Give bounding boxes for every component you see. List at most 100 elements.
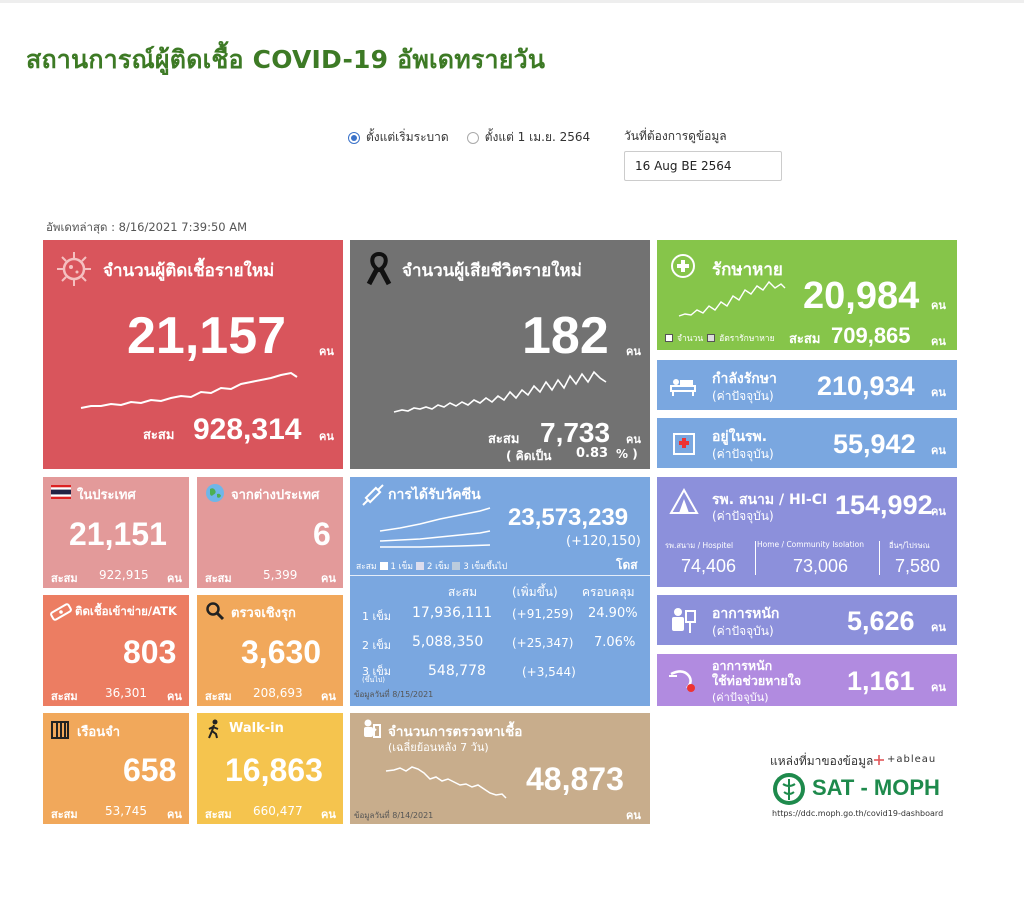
syringe-icon (362, 484, 384, 506)
legend-count-label: จำนวน (677, 334, 704, 344)
thai-flag-icon (51, 485, 71, 499)
recovered-label: รักษาหาย (712, 260, 783, 280)
severe-tile: อาการหนัก (ค่าปัจจุบัน) 5,626 คน (657, 595, 957, 645)
radio-unselected-icon[interactable] (466, 131, 479, 144)
in-treatment-label: กำลังรักษา (712, 371, 777, 387)
prison-label: เรือนจำ (77, 725, 121, 740)
prison-cum-value: 53,745 (105, 804, 147, 818)
ventilator-icon (669, 670, 695, 692)
field-col1-label: รพ.สนาม / Hospitel (665, 541, 734, 550)
radio-since-outbreak-label: ตั้งแต่เริ่มระบาด (366, 130, 449, 144)
lab-test-icon (364, 719, 381, 738)
vaccine-note: ข้อมูลวันที่ 8/15/2021 (354, 690, 434, 699)
in-hospital-value: 55,942 (833, 429, 916, 459)
death-rate-value: 0.83 (576, 446, 609, 461)
new-deaths-label: จำนวนผู้เสียชีวิตรายใหม่ (402, 261, 582, 281)
magnifier-icon (206, 602, 225, 621)
dose2-label: 2 เข็ม (362, 639, 392, 652)
field-divider-1 (755, 541, 756, 575)
recovered-value: 20,984 (803, 275, 920, 317)
test-kit-icon (50, 603, 72, 621)
source-block: แหล่งที่มาของข้อมูล +ableau SAT - MOPH h… (770, 752, 970, 824)
walkin-label: Walk-in (229, 721, 284, 736)
legend-dose1-label: 1 เข็ม (390, 562, 413, 572)
new-cases-cum-unit: คน (319, 430, 334, 443)
prison-value: 658 (123, 752, 177, 788)
field-hospital-value: 154,992 (835, 490, 933, 520)
legend-count-swatch (665, 334, 673, 342)
field-col1-value: 74,406 (681, 556, 737, 576)
abroad-value: 6 (313, 516, 331, 552)
tests-label: จำนวนการตรวจหาเชื้อ (388, 724, 523, 740)
new-deaths-unit: คน (626, 345, 641, 358)
death-rate-label: ( คิดเป็น (506, 449, 552, 463)
atk-value: 803 (123, 634, 177, 670)
severe-value: 5,626 (847, 606, 915, 636)
walkin-tile: Walk-in 16,863 สะสม 660,477 คน (197, 713, 343, 824)
page-title: สถานการณ์ผู้ติดเชื้อ COVID-19 อัพเดทรายว… (26, 45, 546, 74)
in-treatment-value: 210,934 (817, 371, 915, 401)
recovered-cum-unit: คน (931, 335, 946, 348)
vaccine-label: การได้รับวัคซีน (388, 487, 481, 503)
recovered-legend: จำนวน อัตรารักษาหาย (665, 331, 775, 345)
field-divider-2 (879, 541, 880, 575)
new-cases-cum-label: สะสม (143, 428, 175, 443)
patient-icon (672, 608, 696, 633)
dose3-cum: 548,778 (428, 663, 486, 679)
ventilator-unit: คน (931, 681, 946, 694)
tests-unit: คน (626, 809, 641, 822)
walkin-cum-value: 660,477 (253, 804, 303, 818)
legend-dose1-swatch (379, 562, 388, 570)
new-deaths-value: 182 (522, 307, 609, 365)
recovered-cum-label: สะสม (789, 332, 821, 347)
tests-sub: (เฉลี่ยย้อนหลัง 7 วัน) (388, 741, 489, 754)
hospital-building-icon (673, 433, 695, 455)
dose1-cum: 17,936,111 (412, 605, 493, 621)
atk-cum-value: 36,301 (105, 686, 147, 700)
abroad-cum-unit: คน (321, 572, 336, 585)
abroad-cum-value: 5,399 (263, 568, 298, 582)
active-search-value: 3,630 (241, 634, 322, 670)
ventilator-sub: (ค่าปัจจุบัน) (712, 691, 769, 704)
vaccine-header-cover: ครอบคลุม (582, 585, 635, 599)
in-hospital-unit: คน (931, 444, 946, 457)
in-treatment-tile: กำลังรักษา (ค่าปัจจุบัน) 210,934 คน (657, 360, 957, 410)
in-treatment-sub: (ค่าปัจจุบัน) (712, 389, 774, 403)
new-deaths-tile: จำนวนผู้เสียชีวิตรายใหม่ 182 คน สะสม 7,7… (350, 240, 650, 469)
mourning-ribbon-icon (366, 251, 392, 286)
date-input[interactable]: 16 Aug BE 2564 (624, 151, 782, 181)
radio-since-outbreak[interactable]: ตั้งแต่เริ่มระบาด (348, 128, 449, 147)
atk-tile: ติดเชื้อเข้าข่าย/ATK 803 สะสม 36,301 คน (43, 595, 189, 706)
dose1-inc: (+91,259) (512, 607, 574, 621)
vaccine-header-cum: สะสม (448, 585, 478, 599)
new-cases-trend-line (80, 371, 298, 409)
legend-rate-label: อัตรารักษาหาย (719, 334, 775, 344)
radio-since-april[interactable]: ตั้งแต่ 1 เม.ย. 2564 (466, 128, 591, 147)
in-treatment-unit: คน (931, 386, 946, 399)
new-cases-cum-value: 928,314 (193, 413, 302, 446)
new-deaths-trend-line (393, 370, 607, 413)
tests-tile: จำนวนการตรวจหาเชื้อ (เฉลี่ยย้อนหลัง 7 วั… (350, 713, 650, 824)
prison-cum-unit: คน (167, 808, 182, 821)
radio-since-april-label: ตั้งแต่ 1 เม.ย. 2564 (484, 130, 591, 144)
radio-selected-icon[interactable] (348, 131, 360, 144)
atk-cum-label: สะสม (51, 690, 78, 703)
prison-bars-icon (51, 721, 69, 739)
field-hospital-tile: รพ. สนาม / HI-CI (ค่าปัจจุบัน) 154,992 ค… (657, 477, 957, 587)
tests-note: ข้อมูลวันที่ 8/14/2021 (354, 811, 434, 820)
date-range-radio-group: ตั้งแต่เริ่มระบาด ตั้งแต่ 1 เม.ย. 2564 (348, 128, 590, 147)
vaccine-legend-cum: สะสม (356, 562, 377, 572)
active-search-label: ตรวจเชิงรุก (231, 606, 296, 621)
domestic-cum-label: สะสม (51, 572, 78, 585)
new-cases-label: จำนวนผู้ติดเชื้อรายใหม่ (103, 261, 275, 281)
ventilator-tile: อาการหนัก ใช้ท่อช่วยหายใจ (ค่าปัจจุบัน) … (657, 654, 957, 706)
legend-dose2-swatch (415, 562, 424, 570)
severe-sub: (ค่าปัจจุบัน) (712, 624, 774, 638)
source-url[interactable]: https://ddc.moph.go.th/covid19-dashboard (772, 809, 944, 818)
field-col3-value: 7,580 (895, 556, 941, 576)
field-hospital-sub: (ค่าปัจจุบัน) (712, 509, 774, 523)
ventilator-value: 1,161 (847, 666, 915, 696)
dose2-inc: (+25,347) (512, 636, 574, 650)
ventilator-label-2: ใช้ท่อช่วยหายใจ (712, 673, 802, 688)
virus-icon (57, 252, 91, 286)
